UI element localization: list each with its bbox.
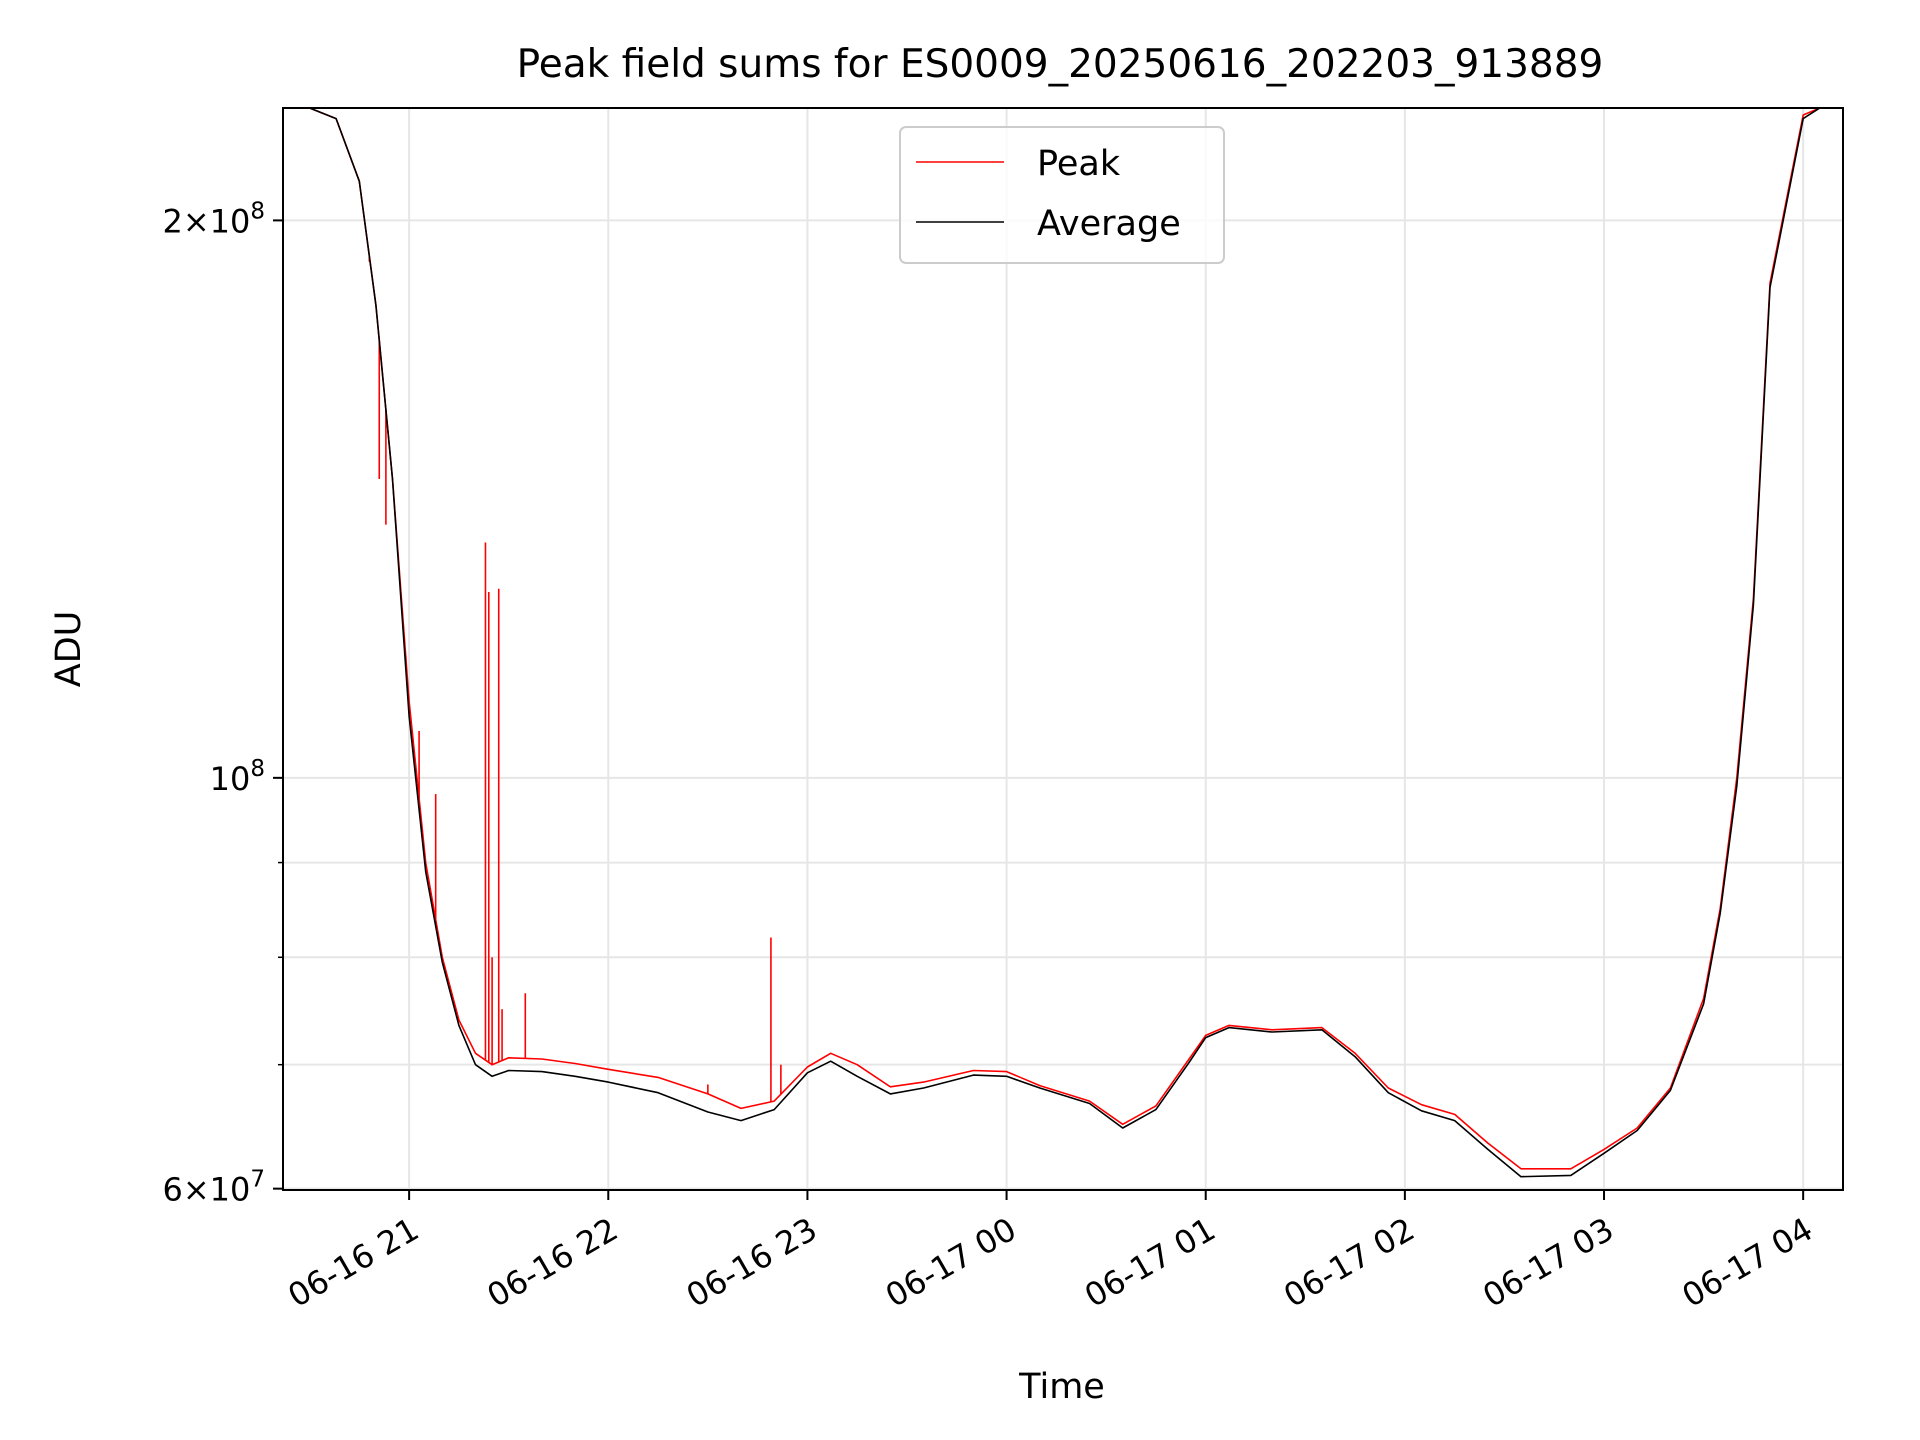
series-line-peak: [283, 108, 1843, 1170]
plot-series: [283, 108, 1843, 1178]
y-tick-label: 6×107: [162, 1167, 265, 1209]
y-axis-label: ADU: [49, 611, 89, 688]
chart-title: Peak field sums for ES0009_20250616_2022…: [517, 42, 1604, 87]
y-tick-label: 108: [210, 756, 265, 798]
legend-label-peak: Peak: [1037, 144, 1121, 184]
x-axis-label: Time: [1018, 1367, 1105, 1407]
legend-label-average: Average: [1037, 204, 1181, 244]
legend: Peak Average: [899, 126, 1225, 264]
y-tick-label: 2×108: [162, 198, 265, 240]
y-axis-ticks: 6×107 108 2×108: [162, 198, 283, 1209]
legend-box: [899, 126, 1225, 264]
series-line-average: [283, 108, 1843, 1178]
plot-frame: [282, 107, 1844, 1191]
